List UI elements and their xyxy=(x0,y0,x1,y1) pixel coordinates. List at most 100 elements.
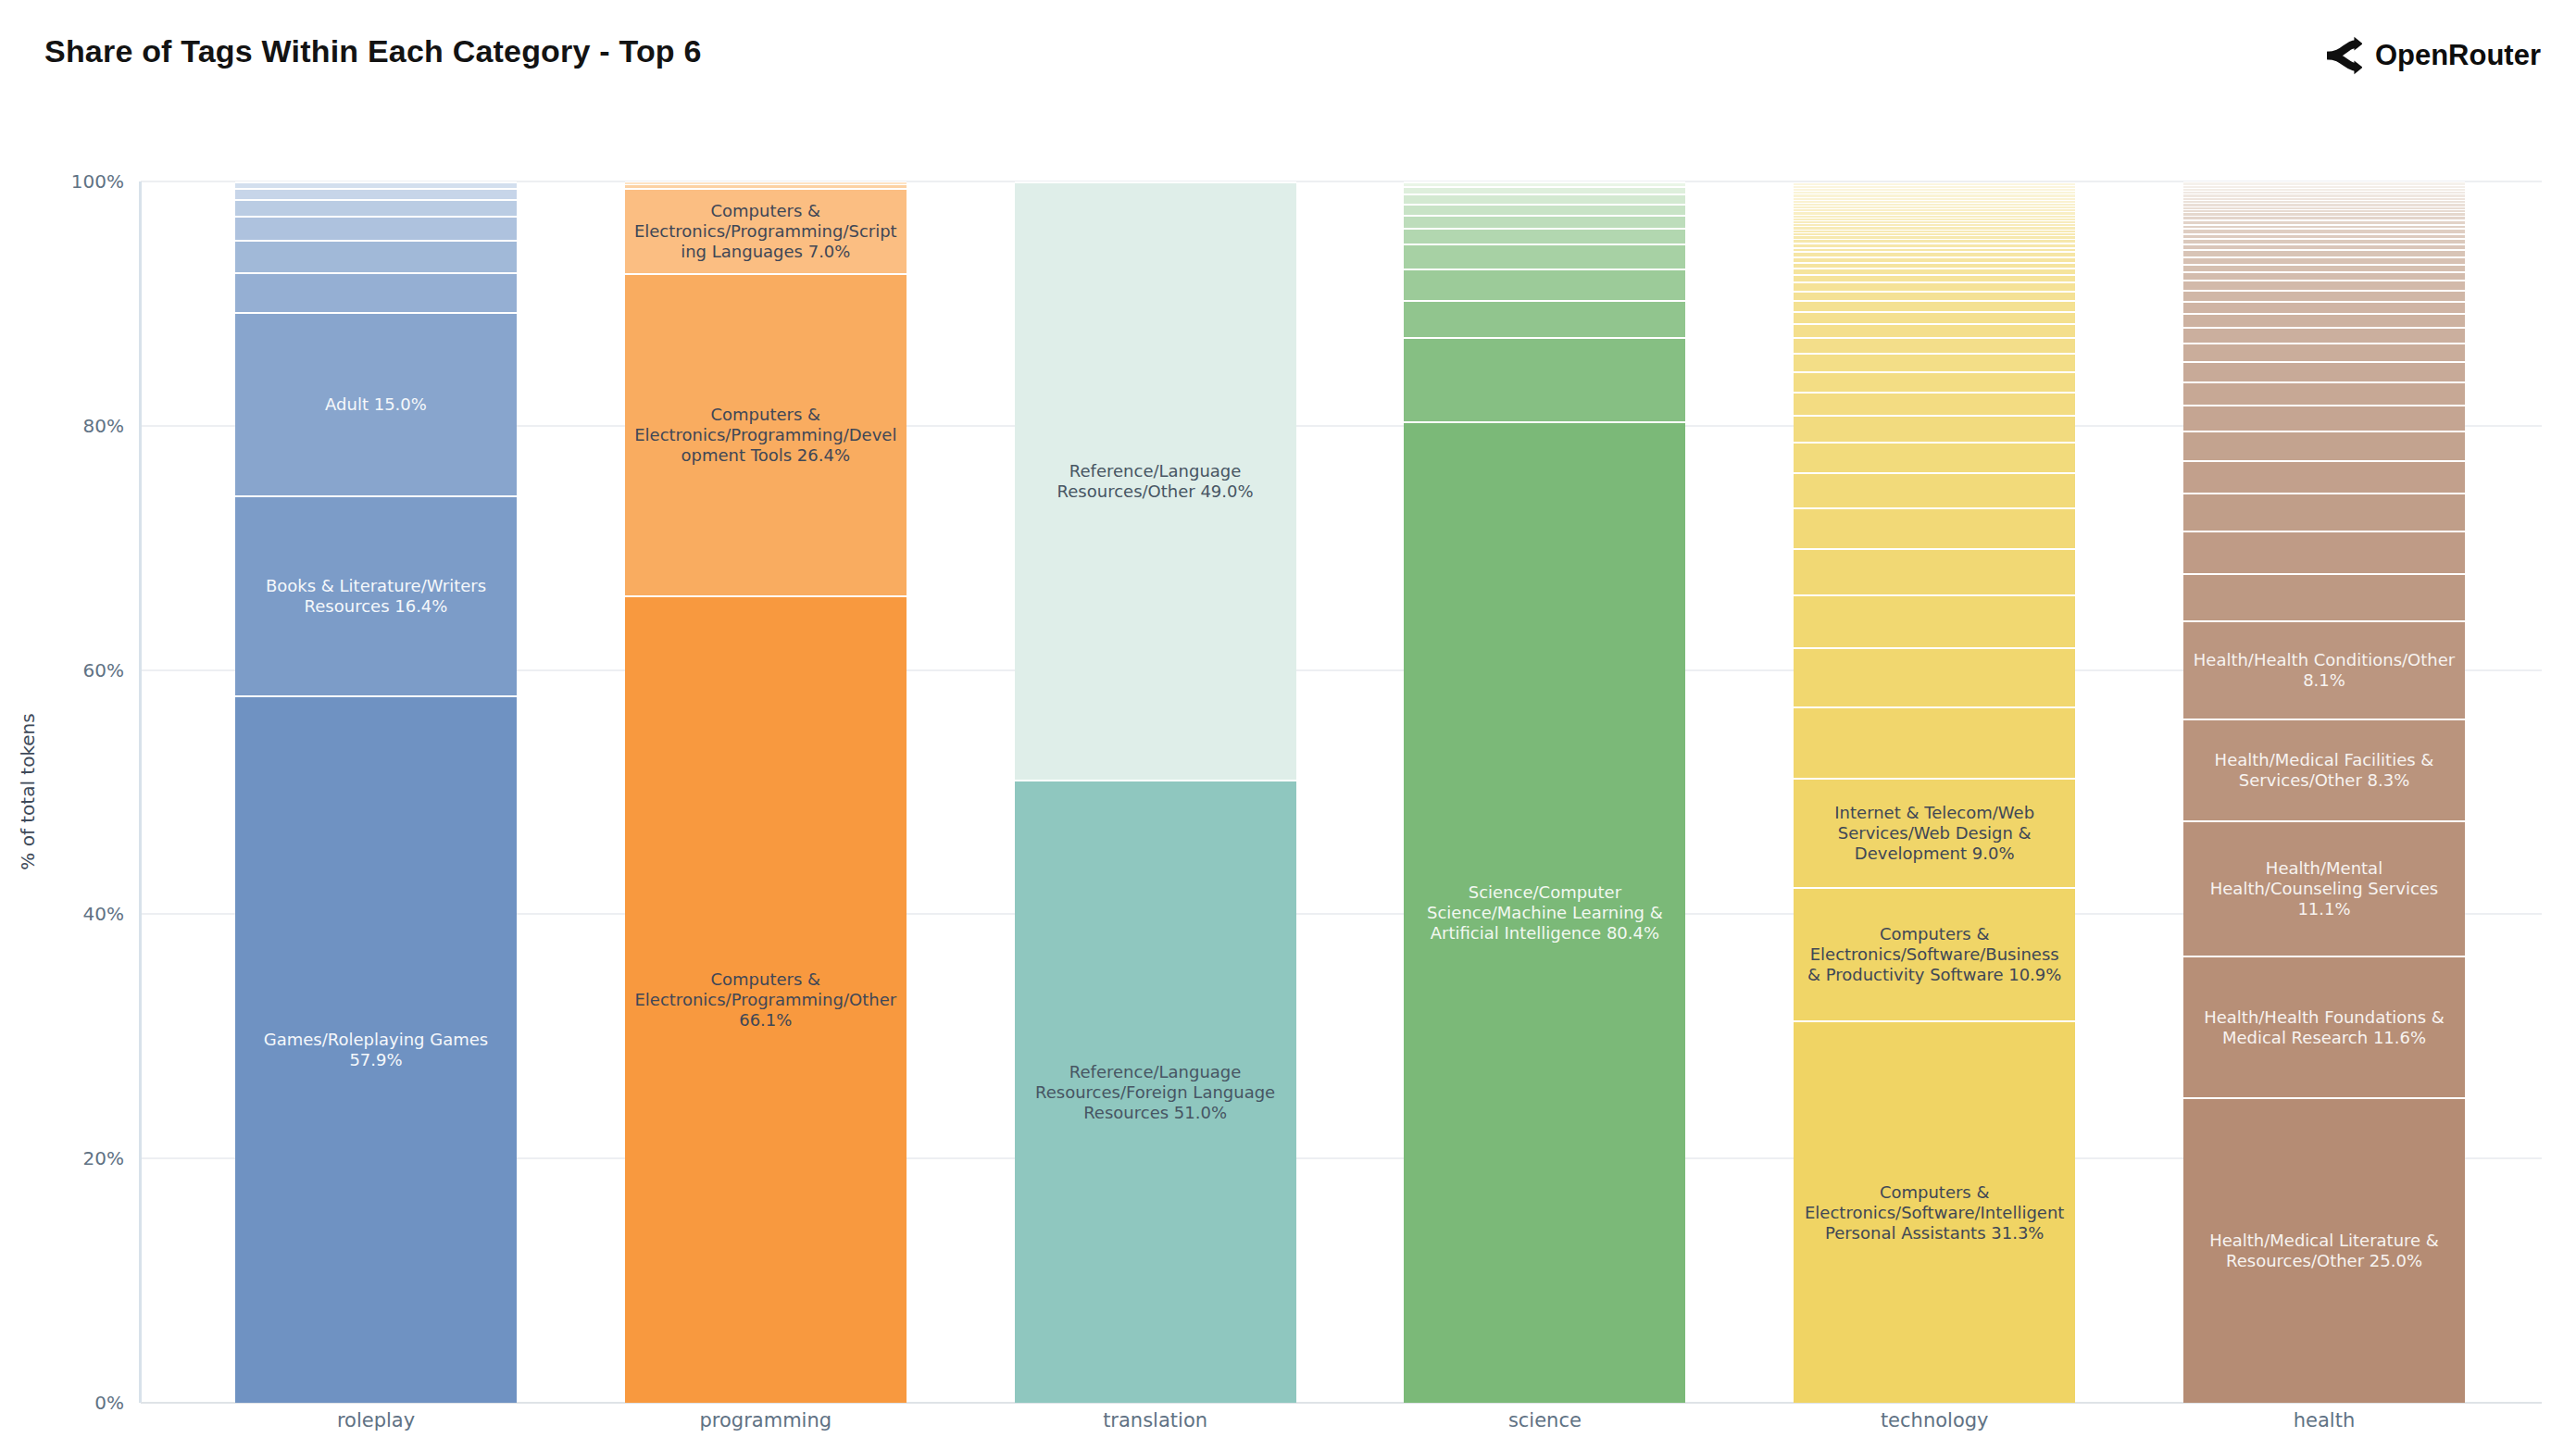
bar-segment xyxy=(1794,256,2075,262)
bar-segment xyxy=(1794,337,2075,353)
bar-segment xyxy=(235,216,517,240)
bar-segment xyxy=(1794,706,2075,778)
segment-label: Health/Health Conditions/Other 8.1% xyxy=(2193,650,2456,691)
bar-segment xyxy=(1794,647,2075,707)
segment-label: Adult 15.0% xyxy=(325,394,427,415)
bar-segment xyxy=(1794,185,2075,188)
bar-science: Science/Computer Science/Machine Learnin… xyxy=(1404,181,1685,1403)
bar-segment xyxy=(1794,197,2075,200)
bar-segment xyxy=(1794,191,2075,194)
bar-segment xyxy=(2183,203,2465,206)
bar-segment-labeled: Computers & Electronics/Programming/Scri… xyxy=(625,188,907,273)
segment-label: Reference/Language Resources/Other 49.0% xyxy=(1024,461,1287,502)
bar-segment xyxy=(2183,206,2465,209)
bar-segment xyxy=(235,240,517,271)
bar-segment-labeled: Computers & Electronics/Programming/Deve… xyxy=(625,273,907,595)
segment-label: Health/Medical Literature & Resources/Ot… xyxy=(2193,1231,2456,1271)
bar-segment xyxy=(1794,268,2075,274)
bar-segment xyxy=(1794,206,2075,208)
bar-segment xyxy=(1794,281,2075,290)
bar-segment xyxy=(1794,211,2075,214)
bar-segment xyxy=(1404,204,1685,215)
bar-segment xyxy=(2183,271,2465,280)
segment-label: Computers & Electronics/Programming/Scri… xyxy=(634,201,897,262)
bar-segment xyxy=(2183,212,2465,216)
bar-segment xyxy=(2183,200,2465,203)
x-axis-category-label: translation xyxy=(1103,1409,1207,1431)
bar-programming: Computers & Electronics/Programming/Othe… xyxy=(625,181,907,1403)
segment-label: Computers & Electronics/Programming/Deve… xyxy=(634,405,897,466)
bar-segment xyxy=(1794,371,2075,392)
bar-segment xyxy=(235,181,517,188)
bar-segment xyxy=(1794,215,2075,218)
page-title: Share of Tags Within Each Category - Top… xyxy=(44,33,702,69)
bar-segment xyxy=(1794,239,2075,243)
bar-segment xyxy=(2183,256,2465,264)
bar-segment xyxy=(2183,244,2465,250)
bar-segment xyxy=(2183,191,2465,194)
bar-segment xyxy=(2183,209,2465,212)
segment-label: Computers & Electronics/Software/Busines… xyxy=(1803,924,2066,985)
openrouter-brand-name: OpenRouter xyxy=(2375,39,2541,72)
bar-segment xyxy=(1794,442,2075,472)
bar-segment xyxy=(2183,188,2465,191)
bar-segment xyxy=(1794,194,2075,196)
segment-label: Internet & Telecom/Web Services/Web Desi… xyxy=(1803,803,2066,864)
bar-segment xyxy=(235,188,517,199)
bar-roleplay: Games/Roleplaying Games 57.9%Books & Lit… xyxy=(235,181,517,1403)
segment-label: Science/Computer Science/Machine Learnin… xyxy=(1413,882,1676,944)
bar-segment-labeled: Reference/Language Resources/Other 49.0% xyxy=(1015,181,1296,780)
segment-label: Computers & Electronics/Programming/Othe… xyxy=(634,969,897,1031)
bar-segment-labeled: Health/Health Conditions/Other 8.1% xyxy=(2183,620,2465,719)
segment-label: Reference/Language Resources/Foreign Lan… xyxy=(1024,1062,1287,1123)
y-axis-tick-label: 60% xyxy=(83,659,124,681)
bar-segment xyxy=(2183,327,2465,343)
bar-segment xyxy=(2183,343,2465,361)
bar-segment xyxy=(1794,220,2075,223)
y-axis-tick-label: 40% xyxy=(83,903,124,925)
bar-segment xyxy=(1794,200,2075,203)
bar-segment-labeled: Health/Mental Health/Counseling Services… xyxy=(2183,820,2465,956)
bar-segment xyxy=(2183,573,2465,619)
bar-segment xyxy=(2183,228,2465,232)
bar-segment xyxy=(2183,280,2465,290)
bar-segment xyxy=(625,184,907,188)
bar-segment xyxy=(1794,223,2075,226)
bar-segment xyxy=(1794,415,2075,442)
bar-segment xyxy=(1794,472,2075,507)
bar-segment xyxy=(1404,228,1685,244)
bar-segment xyxy=(1404,181,1685,186)
bar-segment xyxy=(1794,262,2075,269)
x-axis-category-label: roleplay xyxy=(337,1409,415,1431)
bar-segment xyxy=(2183,185,2465,188)
bar-segment xyxy=(1794,232,2075,235)
bar-segment xyxy=(1794,247,2075,252)
bar-segment xyxy=(2183,431,2465,460)
bar-segment-labeled: Games/Roleplaying Games 57.9% xyxy=(235,695,517,1403)
bar-segment xyxy=(1794,203,2075,206)
bar-segment xyxy=(1404,337,1685,421)
bar-segment-labeled: Adult 15.0% xyxy=(235,312,517,495)
x-axis-category-label: science xyxy=(1508,1409,1582,1431)
bar-segment xyxy=(1404,269,1685,300)
segment-label: Games/Roleplaying Games 57.9% xyxy=(244,1030,507,1070)
bar-segment xyxy=(1404,300,1685,337)
openrouter-brand: OpenRouter xyxy=(2321,35,2541,76)
bar-segment xyxy=(1794,235,2075,239)
bar-segment xyxy=(2183,224,2465,229)
bar-segment xyxy=(2183,290,2465,301)
y-axis-label: % of total tokens xyxy=(17,713,39,869)
chart-page: Share of Tags Within Each Category - Top… xyxy=(0,0,2576,1450)
bar-segment xyxy=(2183,405,2465,431)
bar-segment xyxy=(2183,531,2465,573)
bar-segment xyxy=(2183,238,2465,244)
bar-segment xyxy=(2183,313,2465,327)
bar-segment xyxy=(1794,323,2075,337)
y-axis-tick-label: 100% xyxy=(71,170,124,193)
bar-segment xyxy=(1794,218,2075,220)
bar-segment xyxy=(1404,186,1685,194)
segment-label: Health/Health Foundations & Medical Rese… xyxy=(2193,1007,2456,1048)
bar-segment xyxy=(2183,249,2465,256)
bar-segment-labeled: Reference/Language Resources/Foreign Lan… xyxy=(1015,780,1296,1403)
bar-segment xyxy=(2183,181,2465,184)
